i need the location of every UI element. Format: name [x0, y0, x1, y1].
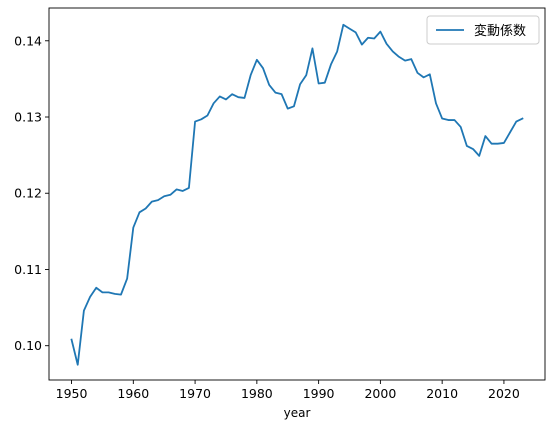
x-tick-label: 1980	[241, 386, 273, 401]
y-tick-label: 0.13	[14, 110, 42, 125]
x-tick-label: 2020	[488, 386, 520, 401]
x-tick-label: 1950	[56, 386, 88, 401]
axes-frame	[48, 7, 546, 381]
y-tick-label: 0.10	[14, 338, 42, 353]
y-tick-label: 0.11	[14, 262, 42, 277]
legend: 変動係数	[426, 15, 540, 45]
y-tick-label: 0.14	[14, 33, 42, 48]
x-tick-label: 1960	[117, 386, 149, 401]
x-tick-label: 2000	[364, 386, 396, 401]
x-tick-label: 1990	[303, 386, 335, 401]
x-tick-label: 2010	[426, 386, 458, 401]
legend-label: 変動係数	[474, 23, 526, 39]
series-line	[70, 23, 524, 366]
x-tick-label: 1970	[179, 386, 211, 401]
y-tick-label: 0.12	[14, 186, 42, 201]
plot-area	[49, 8, 545, 380]
x-axis-label: year	[284, 406, 311, 420]
legend-box	[426, 15, 540, 45]
